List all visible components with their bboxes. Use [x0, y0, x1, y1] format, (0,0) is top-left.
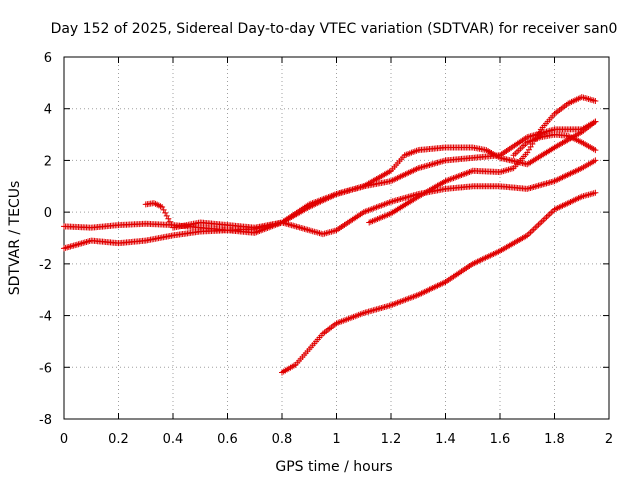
data-point — [165, 215, 172, 222]
x-tick-label: 0.8 — [272, 432, 293, 447]
y-axis-label: SDTVAR / TECUs — [7, 181, 23, 296]
y-tick-label: -8 — [39, 413, 52, 428]
x-axis-label: GPS time / hours — [275, 459, 392, 475]
x-tick-label: 0 — [60, 432, 68, 447]
series-sat-c — [142, 157, 599, 238]
plot-border — [63, 56, 610, 420]
x-tick-label: 1.6 — [490, 432, 511, 447]
data-point — [592, 118, 599, 125]
y-tick-label: -2 — [39, 258, 52, 273]
y-tick-label: -4 — [39, 310, 52, 325]
marks-layer — [61, 94, 599, 376]
x-tick-label: 1.4 — [435, 432, 456, 447]
data-point — [592, 147, 599, 154]
axes-layer — [63, 56, 610, 420]
series-sat-d — [366, 94, 599, 226]
x-tick-label: 1.2 — [381, 432, 402, 447]
y-tick-label: 2 — [44, 154, 52, 169]
data-point — [160, 206, 167, 213]
data-point — [162, 209, 169, 216]
x-tick-label: 1.8 — [544, 432, 565, 447]
y-tick-label: -6 — [39, 361, 52, 376]
data-point — [592, 97, 599, 104]
series-sat-e — [279, 189, 599, 376]
series-sat-f — [510, 131, 599, 159]
y-tick-label: 0 — [44, 206, 52, 221]
x-tick-label: 1 — [332, 432, 340, 447]
data-point — [592, 189, 599, 196]
series-sat-b — [61, 118, 599, 252]
data-point — [163, 212, 170, 219]
ticks-layer: 0 0.2 0.4 0.6 0.8 1 1.2 1.4 1.6 1.8 2 -8 -6 -4 -2 0 2 4 6 — [39, 51, 613, 447]
y-tick-label: 6 — [44, 51, 52, 66]
y-tick-label: 4 — [44, 103, 52, 118]
x-tick-label: 2 — [605, 432, 613, 447]
x-tick-label: 0.6 — [217, 432, 238, 447]
data-point — [592, 157, 599, 164]
series-sat-a — [61, 118, 599, 234]
x-tick-label: 0.2 — [108, 432, 129, 447]
x-tick-label: 0.4 — [163, 432, 184, 447]
chart-title: Day 152 of 2025, Sidereal Day-to-day VTE… — [51, 21, 618, 37]
